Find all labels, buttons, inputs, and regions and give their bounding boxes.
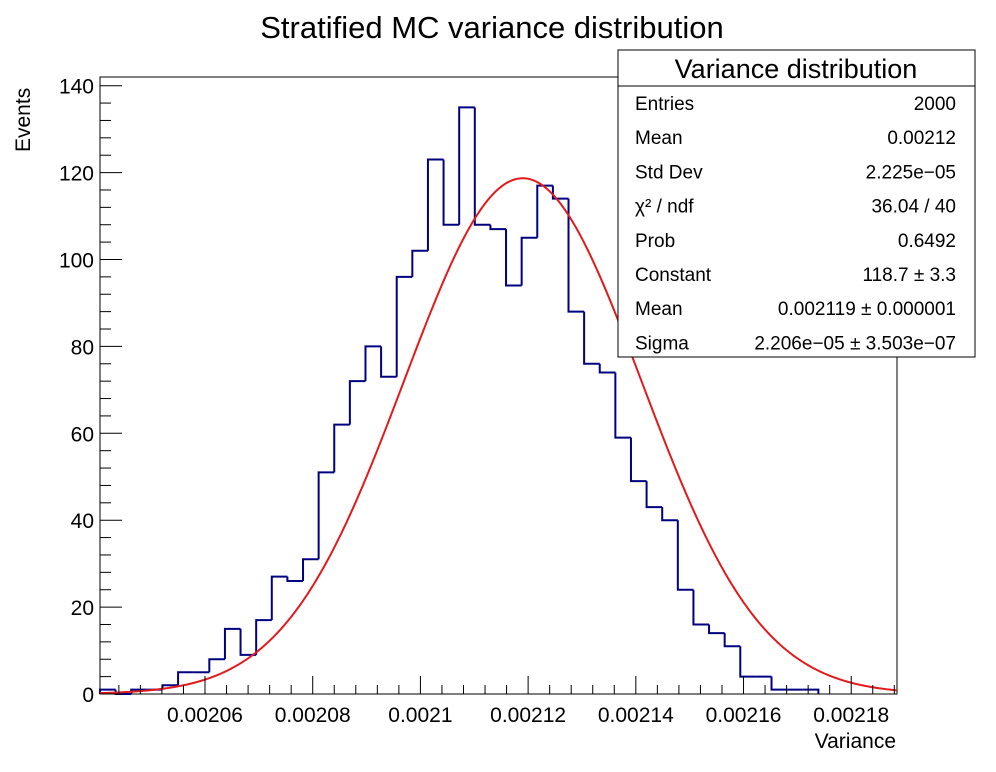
stats-row-value: 0.002119 ± 0.000001 (778, 299, 956, 320)
histogram-bin (661, 507, 678, 522)
axes-layer: 0 20 40 60 80 100 120 140 0.00206 0.00208 0.0021 0.… (59, 76, 895, 727)
stats-row-label: Constant (635, 265, 712, 286)
stats-row-label: χ² / ndf (635, 197, 694, 218)
histogram-bin (802, 688, 820, 694)
stats-row-value: 118.7 ± 3.3 (862, 265, 956, 286)
histogram-bin (364, 345, 382, 382)
histogram-bin (520, 236, 538, 286)
y-tick-label: 100 (59, 249, 94, 272)
y-tick-label: 0 (82, 684, 94, 707)
gaussian-fit-curve (99, 177, 898, 695)
histogram-bin (629, 437, 647, 483)
histogram-bin (411, 249, 428, 277)
x-tick-label: 0.00208 (275, 704, 351, 727)
x-tick-label: 0.00206 (167, 704, 243, 727)
histogram-bin (708, 624, 725, 635)
histogram-bin (536, 184, 553, 238)
histogram-bin (223, 627, 241, 660)
x-axis-title: Variance (815, 730, 896, 753)
plot-frame (99, 76, 898, 695)
stats-row-value: 2000 (914, 94, 956, 115)
histogram-bin (255, 619, 272, 655)
y-axis-title: Events (12, 88, 35, 152)
stats-row-label: Sigma (635, 333, 689, 354)
histogram-bin (614, 372, 631, 439)
histogram-bin (739, 646, 756, 678)
histogram-bin (333, 423, 350, 473)
stats-row-label: Prob (635, 231, 675, 252)
histogram-bin (458, 106, 475, 225)
histogram-bin (692, 589, 710, 626)
histogram-bin (770, 676, 788, 691)
histogram-bin (723, 633, 741, 648)
histogram-bin (489, 224, 507, 231)
stats-row-label: Std Dev (635, 162, 703, 183)
x-tick-label: 0.00218 (813, 704, 889, 727)
stats-row-value: 0.6492 (898, 231, 956, 252)
y-tick-label: 60 (71, 423, 94, 446)
y-tick-label: 80 (71, 336, 94, 359)
histogram-bin (348, 380, 366, 425)
histogram-bin (317, 471, 335, 560)
stats-row-label: Mean (635, 128, 683, 149)
histogram-bin (286, 576, 304, 583)
histogram-bin (567, 198, 585, 313)
histogram-layer (99, 106, 820, 695)
y-tick-label: 20 (71, 597, 94, 620)
y-tick-label: 120 (59, 163, 94, 186)
y-tick-label: 40 (71, 510, 94, 533)
stats-row-label: Entries (635, 94, 694, 115)
chart-title: Stratified MC variance distribution (260, 10, 723, 45)
stats-row-value: 2.206e−05 ± 3.503e−07 (754, 333, 956, 354)
histogram-bin (473, 107, 491, 226)
histogram-bin (270, 575, 288, 621)
stats-row-label: Mean (635, 299, 683, 320)
histogram-bin (551, 185, 569, 200)
histogram-bin (442, 159, 460, 226)
histogram-bin (395, 275, 413, 377)
stats-box-title: Variance distribution (675, 54, 918, 84)
x-tick-label: 0.00214 (598, 704, 674, 727)
x-tick-label: 0.00216 (706, 704, 782, 727)
y-tick-label: 140 (59, 76, 94, 99)
histogram-bin (583, 311, 600, 365)
histogram-bin (177, 671, 194, 686)
stats-box-rows: Entries 2000 Mean 0.00212 Std Dev 2.225e−05 χ²… (635, 94, 956, 354)
histogram-bin (380, 346, 397, 378)
histogram-bin (208, 658, 225, 673)
histogram-bin (239, 628, 257, 656)
histogram-bin (645, 481, 663, 509)
stats-box: Variance distribution Entries 2000 Mean 0.0… (617, 49, 976, 358)
stats-box-frame (617, 49, 976, 358)
histogram-bin (598, 363, 616, 374)
histogram-bin (676, 520, 694, 591)
fit-layer (99, 177, 898, 695)
stats-row-value: 2.225e−05 (866, 162, 956, 183)
x-tick-label: 0.00212 (490, 704, 566, 727)
histogram-bin (426, 158, 444, 251)
x-tick-label: 0.0021 (388, 704, 452, 727)
stats-row-value: 36.04 / 40 (871, 197, 956, 218)
stats-row-value: 0.00212 (887, 128, 956, 149)
histogram-bin (302, 558, 319, 582)
histogram-bin (505, 229, 522, 287)
